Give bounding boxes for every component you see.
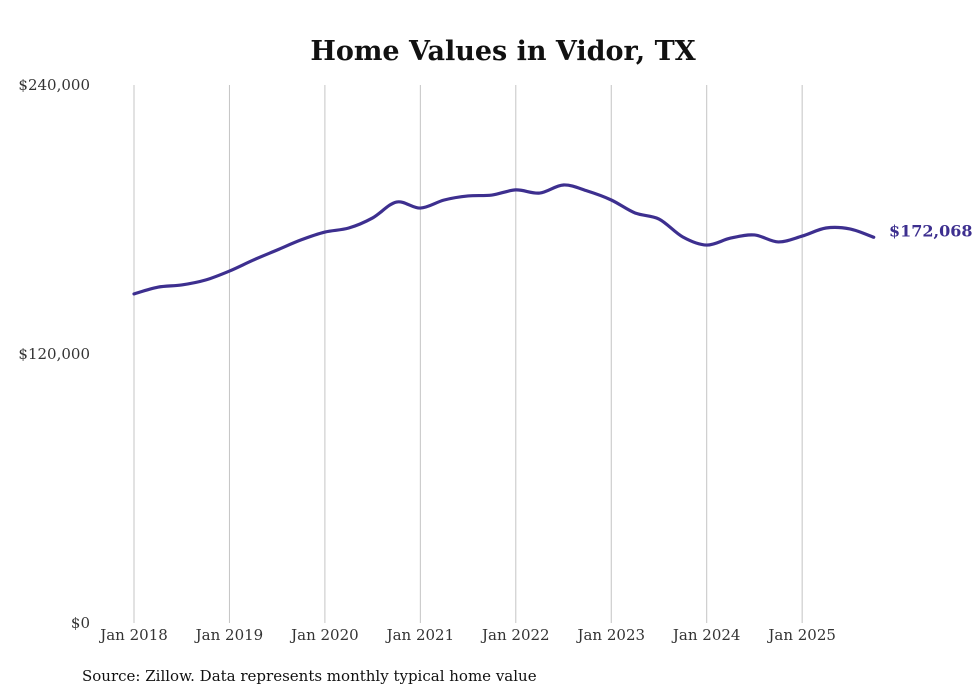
y-axis: $0 $120,000 $240,000 bbox=[18, 76, 90, 632]
x-tick-label: Jan 2020 bbox=[289, 626, 359, 644]
y-tick-label: $0 bbox=[71, 614, 90, 632]
chart-title: Home Values in Vidor, TX bbox=[310, 36, 695, 67]
x-tick-label: Jan 2022 bbox=[480, 626, 550, 644]
x-tick-label: Jan 2021 bbox=[385, 626, 455, 644]
gridlines bbox=[133, 85, 803, 623]
x-axis: Jan 2018 Jan 2019 Jan 2020 Jan 2021 Jan 2022… bbox=[98, 626, 836, 644]
x-tick-label: Jan 2025 bbox=[766, 626, 836, 644]
x-tick-label: Jan 2024 bbox=[671, 626, 741, 644]
x-tick-label: Jan 2023 bbox=[575, 626, 645, 644]
x-tick-label: Jan 2018 bbox=[98, 626, 168, 644]
series-line bbox=[132, 183, 876, 296]
y-tick-label: $240,000 bbox=[18, 76, 90, 94]
x-tick-label: Jan 2019 bbox=[194, 626, 264, 644]
y-tick-label: $120,000 bbox=[18, 345, 90, 363]
end-value-label: $172,068 bbox=[889, 221, 973, 240]
source-note: Source: Zillow. Data represents monthly … bbox=[82, 667, 537, 685]
